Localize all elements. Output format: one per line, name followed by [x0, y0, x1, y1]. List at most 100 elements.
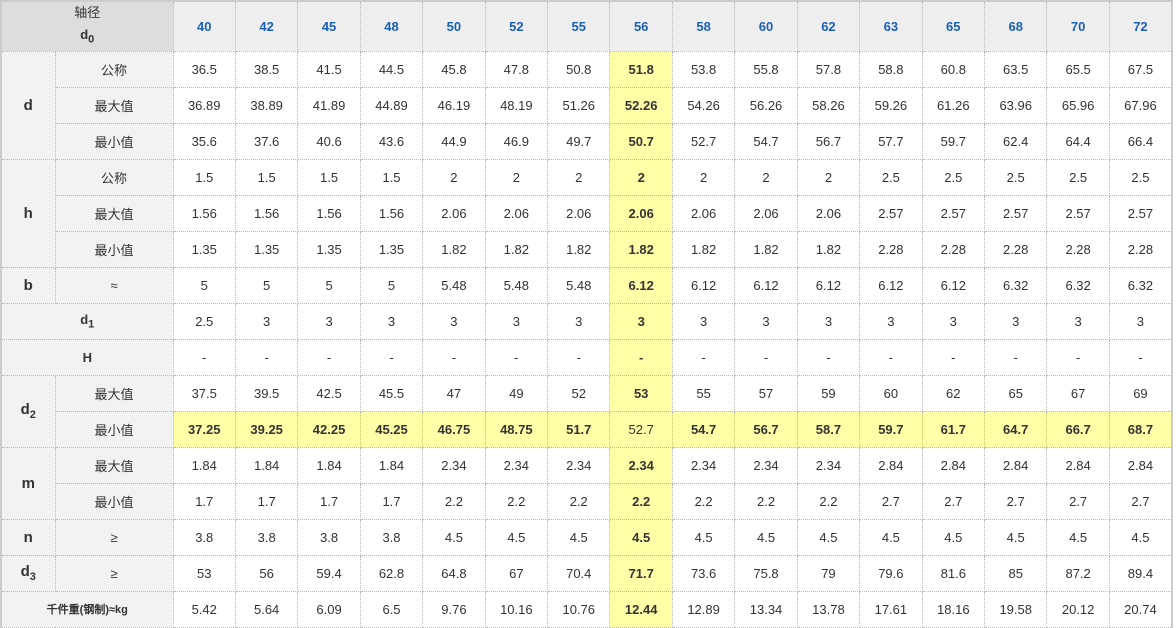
- table-cell: 2.5: [983, 158, 1048, 196]
- table-cell: 20.74: [1108, 590, 1173, 628]
- table-cell: 2.2: [796, 482, 861, 520]
- table-cell: 54.7: [671, 410, 736, 448]
- table-cell: 79.6: [859, 554, 923, 592]
- table-cell: 3: [484, 302, 549, 340]
- column-header-55: 55: [547, 0, 611, 52]
- table-cell: 38.5: [234, 50, 299, 88]
- table-row: d2 最大值 37.5 39.5 42.5 45.5 47 49 52 53 55 57 59 60 62 6…: [0, 374, 1173, 448]
- table-cell: 2.7: [859, 482, 923, 520]
- table-row: 最小值 1.35 1.35 1.35 1.35 1.82 1.82 1.82 1.82 1.82 1…: [1, 230, 1173, 268]
- table-cell: 49.7: [547, 122, 611, 160]
- table-cell: -: [1108, 338, 1173, 376]
- table-cell: 19.58: [983, 590, 1048, 628]
- table-cell: 5.42: [172, 590, 236, 628]
- table-cell: 48.75: [484, 410, 549, 448]
- column-header-63: 63: [859, 0, 923, 52]
- table-cell: 1.35: [172, 230, 236, 268]
- table-cell: -: [297, 338, 361, 376]
- table-cell: 3.8: [359, 518, 424, 556]
- sub-label: 最大值: [54, 86, 174, 124]
- column-header-42: 42: [234, 0, 299, 52]
- table-cell: 2.06: [422, 194, 486, 232]
- table-cell: -: [484, 338, 549, 376]
- table-cell: 2.28: [983, 230, 1048, 268]
- row-label: H: [0, 338, 174, 376]
- sub-label: 最大值: [54, 446, 174, 484]
- group-label: d: [0, 50, 56, 160]
- group-label: b: [0, 266, 56, 304]
- table-cell: -: [859, 338, 923, 376]
- table-cell: 39.25: [234, 410, 299, 448]
- table-row: m 最大值 1.84 1.84 1.84 1.84 2.34 2.34 2.34 2.34 2.34…: [0, 446, 1173, 520]
- table-cell: 37.6: [234, 122, 299, 160]
- sub-label: ≥: [54, 518, 174, 556]
- table-cell: 52.7: [671, 122, 736, 160]
- table-cell: 87.2: [1046, 554, 1110, 592]
- table-body: d 公称 36.5 38.5 41.5 44.5 45.8 47.8 50.8 51.8 53.8 5…: [0, 50, 1173, 628]
- table-cell: -: [234, 338, 299, 376]
- sub-label: ≈: [54, 266, 174, 304]
- table-cell: 66.7: [1046, 410, 1110, 448]
- table-cell: 35.6: [172, 122, 236, 160]
- table-cell: 6.12: [796, 266, 861, 304]
- table-cell: 38.89: [234, 86, 299, 124]
- table-row: n ≥3.8 3.8 3.8 3.8 4.5 4.5 4.5 4.5 4.5 4.5 4.5 4.5 4.…: [0, 518, 1173, 556]
- table-cell: 3.8: [172, 518, 236, 556]
- table-cell: 6.12: [671, 266, 736, 304]
- table-cell: 51.26: [547, 86, 611, 124]
- table-cell: 2.28: [1108, 230, 1173, 268]
- table-cell: 54.7: [734, 122, 798, 160]
- group-label: m: [0, 446, 56, 520]
- table-cell: 4.5: [671, 518, 736, 556]
- table-row: 最小值 37.25 39.25 42.25 45.25 46.75 48.75 51.7 52.…: [1, 410, 1173, 448]
- table-cell: 59.4: [297, 554, 361, 592]
- table-cell: 6.32: [983, 266, 1048, 304]
- column-header-68: 68: [983, 0, 1048, 52]
- table-cell: 56.7: [796, 122, 861, 160]
- table-cell: 2.34: [422, 446, 486, 484]
- table-cell: 2.84: [983, 446, 1048, 484]
- table-cell: 62.8: [359, 554, 424, 592]
- sub-label: 最小值: [54, 230, 174, 268]
- table-cell: 61.7: [921, 410, 986, 448]
- table-cell: 2: [671, 158, 736, 196]
- table-cell: -: [796, 338, 861, 376]
- table-cell: 60: [859, 374, 923, 412]
- table-cell: 4.5: [734, 518, 798, 556]
- table-cell: 3: [921, 302, 986, 340]
- table-cell: 3.8: [297, 518, 361, 556]
- table-cell: 1.7: [172, 482, 236, 520]
- table-cell: -: [172, 338, 236, 376]
- table-cell: 3: [297, 302, 361, 340]
- table-cell: 2.7: [983, 482, 1048, 520]
- row-label: 千件重(钢制)≈kg: [0, 590, 174, 628]
- table-cell: 17.61: [859, 590, 923, 628]
- table-cell: 1.82: [422, 230, 486, 268]
- table-cell: 37.25: [172, 410, 236, 448]
- table-cell: 49: [484, 374, 549, 412]
- table-cell: 20.12: [1046, 590, 1110, 628]
- table-cell: 56: [234, 554, 299, 592]
- table-cell: 4.5: [547, 518, 611, 556]
- row-label-text: H: [82, 349, 92, 365]
- table-cell: 1.82: [547, 230, 611, 268]
- table-cell: 2.7: [1046, 482, 1110, 520]
- table-cell: 2.57: [983, 194, 1048, 232]
- table-cell: 51.8: [609, 50, 673, 88]
- table-cell: 67: [484, 554, 549, 592]
- table-cell: 1.5: [297, 158, 361, 196]
- table-cell: 47.8: [484, 50, 549, 88]
- table-cell: -: [1046, 338, 1110, 376]
- table-cell: 2.84: [921, 446, 986, 484]
- sub-label: 最大值: [54, 194, 174, 232]
- table-cell: 69: [1108, 374, 1173, 412]
- table-cell: 59: [796, 374, 861, 412]
- table-cell: 55: [671, 374, 736, 412]
- table-cell: 10.76: [547, 590, 611, 628]
- table-cell: 4.5: [796, 518, 861, 556]
- table-row: 最大值 1.56 1.56 1.56 1.56 2.06 2.06 2.06 2.06 2.06 2…: [1, 194, 1173, 232]
- table-cell: 3.8: [234, 518, 299, 556]
- table-cell: 2.34: [796, 446, 861, 484]
- table-cell: 6.12: [859, 266, 923, 304]
- table-cell: 1.82: [484, 230, 549, 268]
